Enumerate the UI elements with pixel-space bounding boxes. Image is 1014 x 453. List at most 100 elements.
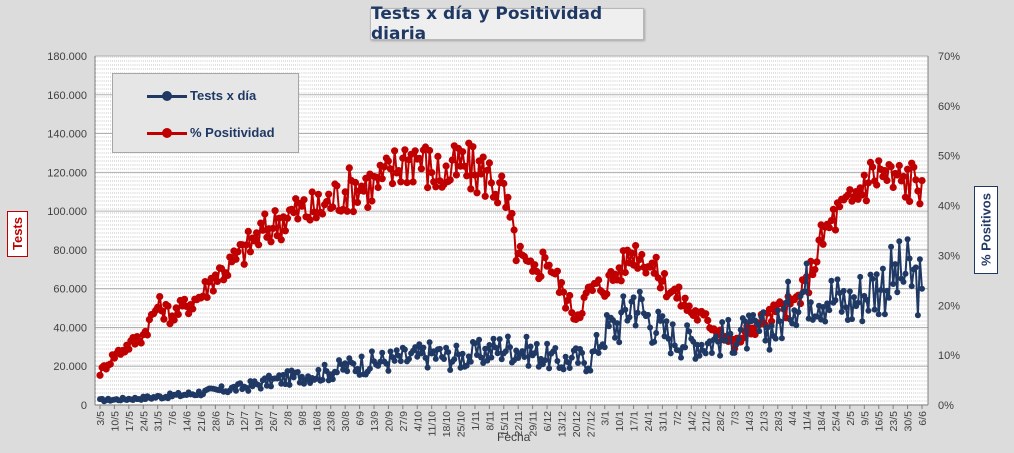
data-point: [832, 297, 839, 304]
data-point: [482, 345, 489, 352]
y-left-tick-label: 20.000: [53, 361, 87, 373]
data-point: [405, 156, 413, 164]
legend-label-tests: Tests x día: [190, 88, 257, 103]
x-tick-label: 9/8: [297, 411, 309, 426]
data-point: [445, 349, 452, 356]
data-point: [485, 159, 493, 167]
data-point: [409, 178, 417, 186]
data-point: [768, 322, 775, 329]
x-tick-label: 27/12: [585, 411, 597, 437]
data-point: [725, 316, 732, 323]
data-point: [463, 362, 470, 369]
y-right-tick-label: 20%: [938, 300, 960, 312]
data-point: [610, 317, 616, 324]
data-point: [652, 253, 660, 261]
data-point: [483, 166, 491, 174]
data-point: [886, 294, 892, 301]
data-point: [467, 185, 475, 193]
data-point: [864, 179, 873, 187]
data-point: [869, 275, 876, 282]
data-point: [368, 348, 375, 355]
x-tick-label: 9/5: [859, 411, 871, 426]
data-point: [160, 315, 168, 323]
data-point: [552, 345, 559, 351]
data-point: [267, 238, 275, 246]
data-point: [344, 368, 351, 375]
data-point: [827, 217, 836, 225]
data-point: [588, 286, 597, 295]
data-point: [333, 182, 341, 190]
data-point: [403, 179, 411, 187]
x-tick-label: 6/6: [917, 411, 929, 426]
data-point: [562, 304, 570, 312]
data-point: [533, 267, 541, 276]
data-point: [224, 271, 232, 279]
data-point: [496, 336, 503, 343]
data-point: [504, 333, 511, 340]
data-point: [395, 352, 402, 359]
data-point: [860, 171, 868, 179]
x-tick-label: 16/8: [311, 411, 323, 432]
data-point: [660, 270, 669, 278]
data-point: [399, 154, 407, 162]
data-point: [906, 255, 913, 262]
data-point: [849, 316, 855, 323]
data-point: [280, 371, 287, 378]
data-point: [636, 288, 643, 295]
data-point: [859, 318, 866, 325]
data-point: [500, 179, 508, 188]
data-point: [368, 197, 376, 205]
data-point: [659, 313, 666, 320]
data-point: [566, 291, 574, 300]
data-point: [895, 161, 903, 170]
data-point: [397, 358, 404, 365]
data-point: [883, 176, 891, 185]
x-tick-label: 4/10: [412, 411, 424, 432]
data-point: [638, 296, 645, 303]
data-point: [531, 261, 539, 269]
x-axis-title: Fecha: [497, 430, 531, 444]
data-point: [321, 361, 328, 368]
x-tick-label: 5/7: [225, 411, 237, 426]
data-point: [679, 302, 687, 310]
data-point: [360, 187, 368, 195]
x-tick-label: 4/4: [787, 411, 799, 426]
y-left-tick-label: 100.000: [47, 206, 87, 218]
data-point: [663, 318, 670, 325]
x-tick-labels: 3/5 10/5 17/5 24/5 31/5 7/6 14/6 21/6 28/6 5/7 12/…: [95, 405, 929, 437]
data-point: [621, 268, 629, 277]
data-point: [578, 309, 586, 318]
data-point: [727, 330, 734, 337]
legend-marker-positividad: [147, 127, 187, 139]
data-point: [879, 265, 886, 272]
data-point: [471, 171, 479, 179]
data-point: [349, 208, 357, 216]
x-tick-label: 22/11: [513, 411, 525, 437]
data-point: [766, 346, 773, 353]
data-point: [774, 307, 781, 314]
data-point: [856, 184, 864, 192]
data-point: [156, 293, 164, 301]
x-tick-label: 1/11: [470, 411, 482, 431]
data-point: [611, 270, 619, 278]
data-point: [461, 162, 469, 170]
data-point: [840, 287, 847, 294]
data-point: [858, 191, 866, 199]
y-left-tick-label: 40.000: [53, 322, 87, 334]
data-point: [542, 357, 548, 364]
data-point: [432, 183, 440, 191]
data-point: [143, 331, 151, 339]
x-tick-label: 10/5: [109, 411, 121, 432]
data-point: [626, 314, 633, 321]
y-left-axis-title: Tests: [7, 211, 28, 257]
data-point: [877, 287, 884, 294]
data-point: [776, 318, 783, 325]
data-point: [512, 257, 520, 265]
x-tick-label: 26/7: [268, 411, 280, 432]
data-point: [846, 186, 854, 194]
y-right-tick-label: 70%: [938, 51, 960, 63]
x-tick-label: 14/6: [182, 411, 194, 432]
data-point: [900, 278, 907, 285]
data-point: [651, 338, 658, 345]
data-point: [783, 299, 789, 306]
